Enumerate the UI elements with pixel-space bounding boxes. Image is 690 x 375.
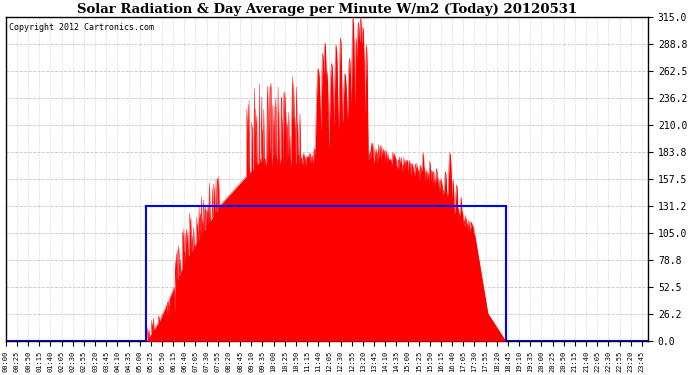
Title: Solar Radiation & Day Average per Minute W/m2 (Today) 20120531: Solar Radiation & Day Average per Minute…	[77, 3, 577, 16]
Text: Copyright 2012 Cartronics.com: Copyright 2012 Cartronics.com	[9, 23, 154, 32]
